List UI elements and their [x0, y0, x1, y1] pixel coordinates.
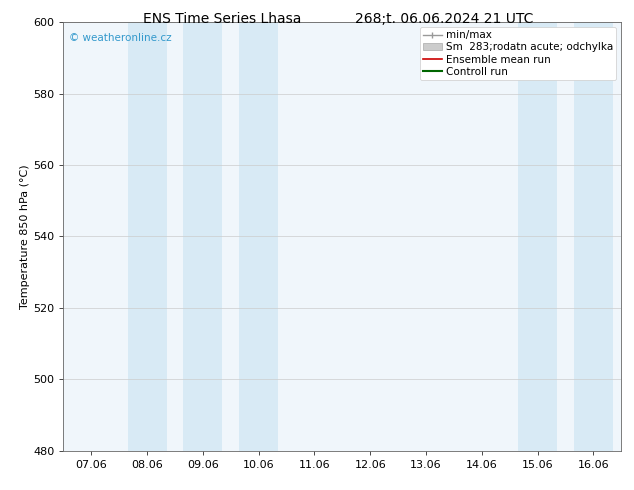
Y-axis label: Temperature 850 hPa (°C): Temperature 850 hPa (°C)	[20, 164, 30, 309]
Legend: min/max, Sm  283;rodatn acute; odchylka, Ensemble mean run, Controll run: min/max, Sm 283;rodatn acute; odchylka, …	[420, 27, 616, 80]
Bar	[574, 22, 613, 451]
Bar	[183, 22, 223, 451]
Bar	[518, 22, 557, 451]
Text: ENS Time Series Lhasa: ENS Time Series Lhasa	[143, 12, 301, 26]
Text: © weatheronline.cz: © weatheronline.cz	[69, 33, 172, 43]
Text: 268;t. 06.06.2024 21 UTC: 268;t. 06.06.2024 21 UTC	[354, 12, 533, 26]
Bar	[239, 22, 278, 451]
Bar	[127, 22, 167, 451]
